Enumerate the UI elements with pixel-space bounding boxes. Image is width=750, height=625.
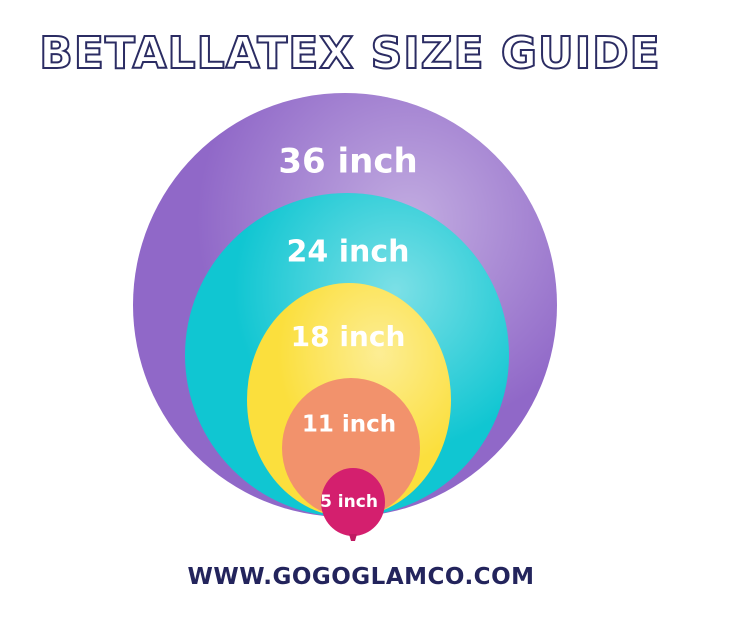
balloon-11-inch — [282, 378, 420, 518]
label-24-inch: 24 inch — [287, 235, 410, 270]
label-36-inch: 36 inch — [278, 142, 417, 182]
label-11-inch: 11 inch — [302, 412, 396, 438]
website-link[interactable]: WWW.GOGOGLAMCO.COM — [187, 564, 535, 590]
page-title: BETALLATEX SIZE GUIDE — [38, 27, 661, 80]
label-5-inch: 5 inch — [320, 492, 378, 512]
balloon-5-inch — [321, 468, 385, 536]
balloon-knot — [349, 534, 357, 541]
label-18-inch: 18 inch — [291, 320, 406, 353]
